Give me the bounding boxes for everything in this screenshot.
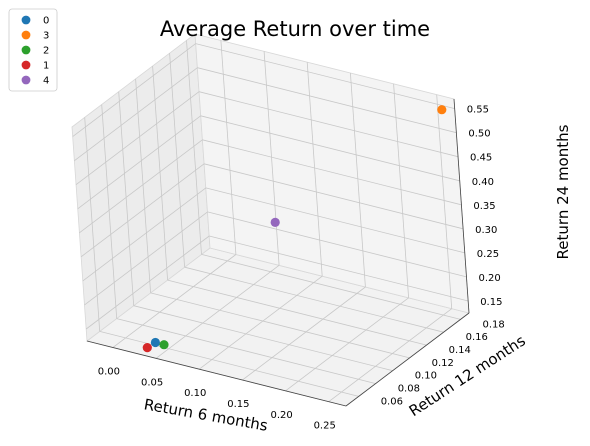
chart-title: Average Return over time bbox=[160, 17, 430, 41]
legend-label: 4 bbox=[43, 76, 49, 87]
data-point-3 bbox=[437, 105, 446, 114]
z-tick-label: 0.25 bbox=[477, 249, 499, 260]
legend-label: 0 bbox=[43, 16, 49, 27]
y-tick-label: 0.18 bbox=[483, 319, 505, 330]
data-point-0 bbox=[151, 338, 160, 347]
legend-box bbox=[9, 9, 57, 91]
legend-label: 3 bbox=[43, 31, 49, 42]
z-tick-label: 0.50 bbox=[468, 129, 490, 140]
y-tick-label: 0.08 bbox=[398, 384, 420, 395]
data-point-2 bbox=[159, 340, 168, 349]
legend-marker bbox=[22, 61, 31, 70]
legend-marker bbox=[22, 46, 31, 55]
legend-marker bbox=[22, 16, 31, 25]
z-tick-label: 0.55 bbox=[467, 105, 489, 116]
z-tick-label: 0.40 bbox=[472, 177, 494, 188]
legend-marker bbox=[22, 76, 31, 85]
y-tick-label: 0.16 bbox=[466, 332, 488, 343]
legend-marker bbox=[22, 31, 31, 40]
x-tick-label: 0.20 bbox=[270, 410, 292, 421]
z-tick-label: 0.15 bbox=[480, 297, 502, 308]
z-tick-label: 0.30 bbox=[475, 225, 497, 236]
z-tick-label: 0.20 bbox=[479, 273, 501, 284]
z-tick-label: 0.45 bbox=[470, 153, 492, 164]
y-tick-label: 0.14 bbox=[449, 345, 471, 356]
z-tick-label: 0.35 bbox=[473, 201, 495, 212]
data-point-1 bbox=[143, 343, 152, 352]
x-axis-label: Return 6 months bbox=[143, 395, 270, 435]
axis-panes bbox=[72, 34, 469, 406]
legend-label: 1 bbox=[43, 61, 49, 72]
legend: 0 3 2 1 4 bbox=[9, 9, 57, 91]
y-tick-label: 0.12 bbox=[432, 358, 454, 369]
x-tick-label: 0.10 bbox=[184, 388, 206, 399]
x-tick-label: 0.05 bbox=[141, 377, 163, 388]
x-tick-label: 0.15 bbox=[227, 399, 249, 410]
z-axis-label: Return 24 months bbox=[554, 124, 572, 259]
data-point-4 bbox=[271, 218, 280, 227]
legend-label: 2 bbox=[43, 46, 49, 57]
y-tick-label: 0.06 bbox=[381, 396, 403, 407]
y-tick-label: 0.10 bbox=[415, 371, 437, 382]
x-tick-label: 0.25 bbox=[314, 421, 336, 432]
x-tick-label: 0.00 bbox=[98, 367, 120, 378]
